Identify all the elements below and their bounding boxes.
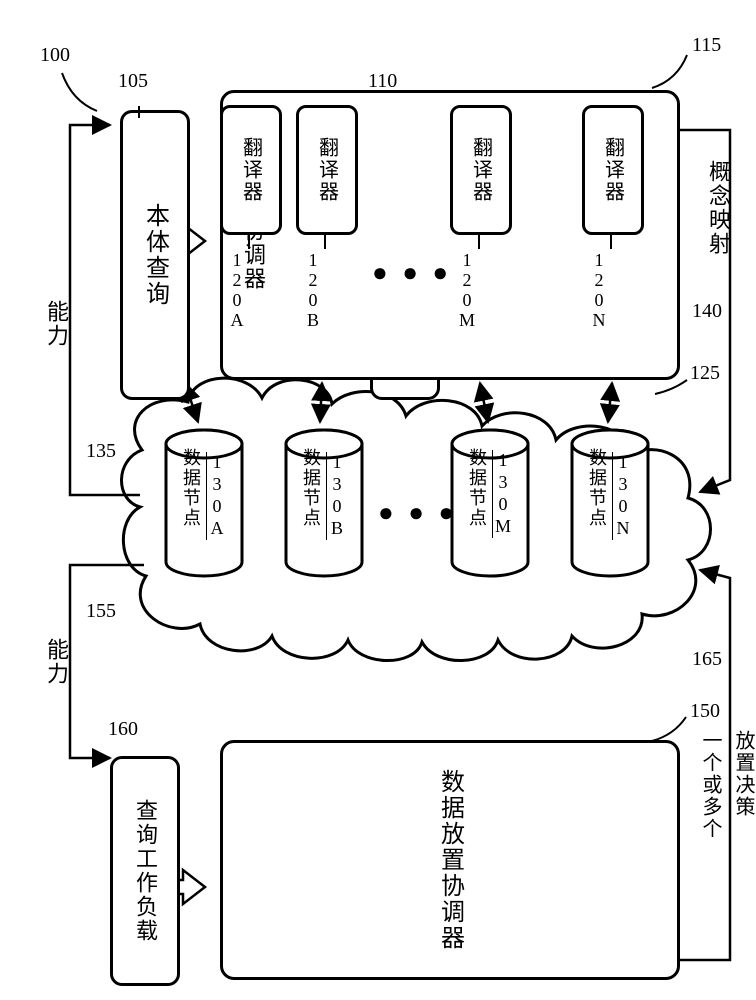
label-concept-mapping: 概念映射 <box>702 160 734 256</box>
datanode-a <box>162 428 246 580</box>
pd-line1: 一个或多个 <box>696 730 725 840</box>
ref-130m: 130M <box>492 450 513 538</box>
box-translator-m: 翻译器 <box>450 105 512 235</box>
label-cap-lower: 能力 <box>40 638 72 686</box>
pd-line2: 放置决策 <box>729 730 756 840</box>
ref-115: 115 <box>692 34 721 57</box>
label-datanode-b: 数据节点 <box>298 448 324 528</box>
ref-135: 135 <box>86 440 116 463</box>
label-datanode-a: 数据节点 <box>178 448 204 528</box>
datanode-n <box>568 428 652 580</box>
datanode-b <box>282 428 366 580</box>
label-query-workload: 查询工作负载 <box>129 799 161 943</box>
ref-140: 140 <box>692 300 722 323</box>
label-cap-upper: 能力 <box>40 300 72 348</box>
datanode-m <box>448 428 532 580</box>
label-translator-m: 翻译器 <box>467 137 496 203</box>
label-datanode-n: 数据节点 <box>584 448 610 528</box>
box-translator-a: 翻译器 <box>220 105 282 235</box>
ref-120b: 120B <box>302 250 323 330</box>
label-ontology-query: 本体查询 <box>138 203 173 307</box>
ref-150: 150 <box>690 700 720 723</box>
ref-120m: 120M <box>456 250 477 330</box>
ref-155: 155 <box>86 600 116 623</box>
ref-130b: 130B <box>326 452 347 540</box>
label-translator-a: 翻译器 <box>237 137 266 203</box>
label-placement-decisions: 一个或多个 放置决策 <box>696 730 756 840</box>
label-datanode-m: 数据节点 <box>464 448 490 528</box>
ref-165: 165 <box>692 648 722 671</box>
ref-105: 105 <box>118 70 148 93</box>
ref-160: 160 <box>108 718 138 741</box>
ref-130n: 130N <box>612 452 633 540</box>
box-translator-n: 翻译器 <box>582 105 644 235</box>
label-data-placement-coordinator: 数据放置协调器 <box>433 769 468 951</box>
ref-120a: 120A <box>226 250 247 330</box>
ref-125: 125 <box>690 362 720 385</box>
label-translator-b: 翻译器 <box>313 137 342 203</box>
ref-130a: 130A <box>206 452 227 540</box>
ref-120n: 120N <box>588 250 609 330</box>
label-translator-n: 翻译器 <box>599 137 628 203</box>
box-query-workload: 查询工作负载 <box>110 756 180 986</box>
ref-100: 100 <box>40 44 70 67</box>
box-translator-b: 翻译器 <box>296 105 358 235</box>
box-data-placement-coordinator: 数据放置协调器 <box>220 740 680 980</box>
box-ontology-query: 本体查询 <box>120 110 190 400</box>
